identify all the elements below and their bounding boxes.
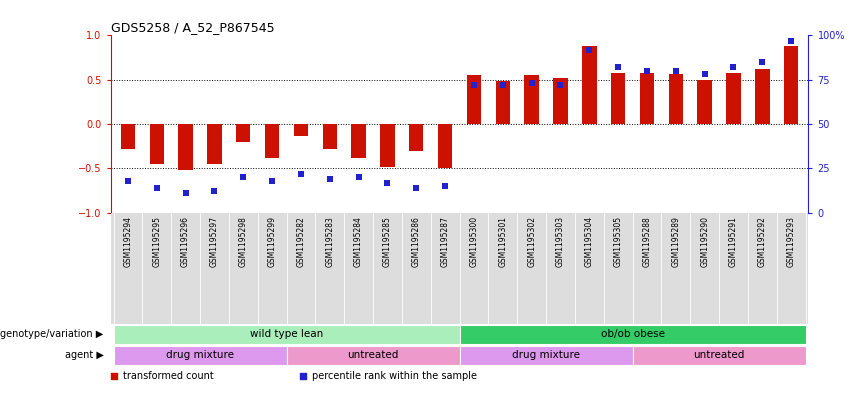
Point [727,64,740,70]
Bar [460,346,632,365]
Bar [582,46,597,124]
Bar [698,80,711,124]
Bar [640,73,654,124]
Text: GSM1195292: GSM1195292 [757,216,767,267]
Bar [553,78,568,124]
Text: GSM1195283: GSM1195283 [325,216,334,267]
Text: drug mixture: drug mixture [166,350,234,360]
Text: wild type lean: wild type lean [250,329,323,339]
Bar [113,325,460,343]
Text: GSM1195293: GSM1195293 [786,216,796,267]
Text: GSM1195288: GSM1195288 [643,216,652,267]
Text: GSM1195302: GSM1195302 [527,216,536,267]
Bar [495,81,510,124]
Bar [294,124,308,136]
Text: GSM1195290: GSM1195290 [700,216,709,267]
Bar [351,124,366,158]
Text: agent ▶: agent ▶ [65,350,104,360]
Point [640,68,654,74]
Point [496,82,510,88]
Bar [179,124,193,170]
Text: GSM1195291: GSM1195291 [729,216,738,267]
Text: untreated: untreated [694,350,745,360]
Text: GSM1195305: GSM1195305 [614,216,623,267]
Text: GSM1195286: GSM1195286 [412,216,420,267]
Point [323,176,337,182]
Bar [669,73,683,124]
Text: GSM1195298: GSM1195298 [239,216,248,267]
Text: genotype/variation ▶: genotype/variation ▶ [0,329,104,339]
Text: GSM1195285: GSM1195285 [383,216,392,267]
Text: GSM1195296: GSM1195296 [181,216,190,267]
Point [380,180,394,186]
Bar [524,75,539,124]
Bar [287,346,460,365]
Text: GDS5258 / A_52_P867545: GDS5258 / A_52_P867545 [111,21,274,34]
Bar [236,124,250,142]
Point [409,185,423,191]
Bar [208,124,221,164]
Point [351,174,365,180]
Text: GSM1195284: GSM1195284 [354,216,363,267]
Bar [113,346,287,365]
Text: GSM1195294: GSM1195294 [123,216,133,267]
Point [525,80,539,86]
Text: GSM1195295: GSM1195295 [152,216,162,267]
Point [179,190,192,196]
Point [121,178,134,184]
Text: GSM1195287: GSM1195287 [441,216,449,267]
Point [669,68,683,74]
Point [237,174,250,180]
Point [582,46,596,53]
Point [698,71,711,77]
Text: GSM1195300: GSM1195300 [470,216,478,267]
Bar [265,124,279,158]
Text: GSM1195304: GSM1195304 [585,216,594,267]
Point [554,82,568,88]
Text: GSM1195299: GSM1195299 [267,216,277,267]
Bar [121,124,135,149]
Point [484,258,498,264]
Point [294,171,308,177]
Text: GSM1195297: GSM1195297 [210,216,219,267]
Point [266,178,279,184]
Bar [611,73,625,124]
Point [785,38,798,44]
Bar [466,75,481,124]
Text: GSM1195301: GSM1195301 [499,216,507,267]
Point [467,82,481,88]
Bar [726,73,740,124]
Point [438,183,452,189]
Bar [380,124,395,167]
Bar [755,69,769,124]
Text: GSM1195282: GSM1195282 [296,216,306,267]
Text: GSM1195303: GSM1195303 [556,216,565,267]
Text: percentile rank within the sample: percentile rank within the sample [311,371,477,381]
Point [208,188,221,195]
Bar [784,46,798,124]
Bar [323,124,337,149]
Point [611,64,625,70]
Bar [409,124,424,151]
Bar [460,325,806,343]
Bar [438,124,453,169]
Text: drug mixture: drug mixture [512,350,580,360]
Bar [632,346,806,365]
Text: transformed count: transformed count [123,371,214,381]
Point [756,59,769,65]
Bar [150,124,164,164]
Text: untreated: untreated [347,350,399,360]
Text: ob/ob obese: ob/ob obese [601,329,665,339]
Text: GSM1195289: GSM1195289 [671,216,680,267]
Point [150,185,163,191]
